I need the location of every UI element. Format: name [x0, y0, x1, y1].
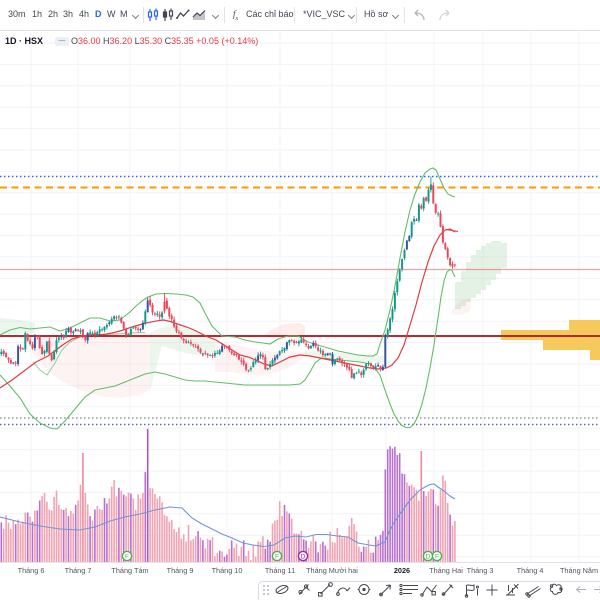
svg-text:Tháng 4: Tháng 4 [517, 566, 544, 575]
svg-text:Tháng Mười hai: Tháng Mười hai [306, 566, 358, 575]
svg-text:D: D [301, 553, 306, 560]
svg-text:Tháng 10: Tháng 10 [212, 566, 243, 575]
svg-text:Tháng 9: Tháng 9 [167, 566, 194, 575]
svg-text:Tháng Năm: Tháng Năm [560, 566, 598, 575]
svg-text:D: D [426, 553, 431, 560]
svg-text:F: F [435, 553, 439, 560]
svg-text:Tháng 3: Tháng 3 [467, 566, 494, 575]
svg-text:Tháng 7: Tháng 7 [65, 566, 92, 575]
svg-text:F: F [125, 553, 129, 560]
svg-text:2026: 2026 [394, 566, 410, 575]
svg-text:Tháng Hai: Tháng Hai [429, 566, 463, 575]
svg-text:Tháng Tám: Tháng Tám [111, 566, 148, 575]
svg-text:F: F [275, 553, 279, 560]
svg-text:Tháng 6: Tháng 6 [18, 566, 45, 575]
svg-text:Tháng 11: Tháng 11 [265, 566, 295, 575]
